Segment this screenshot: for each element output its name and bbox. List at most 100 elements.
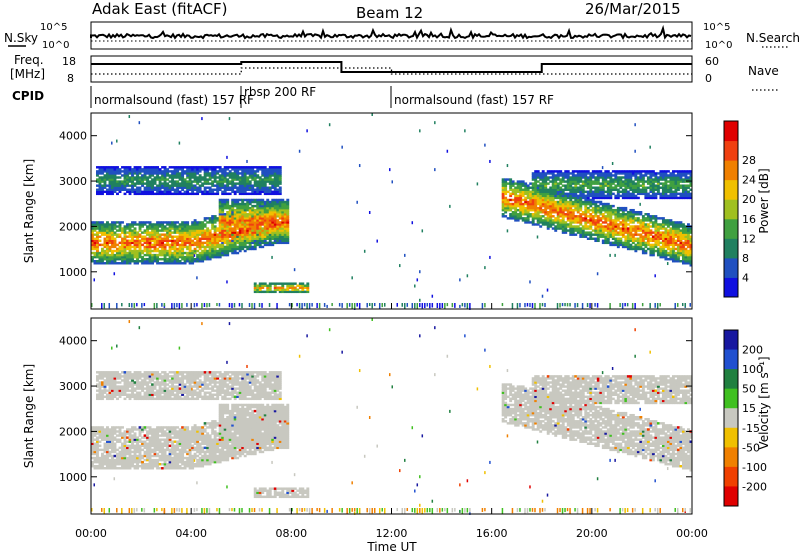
power-cell: [203, 223, 207, 226]
power-cell: [236, 182, 240, 185]
power-cell: [243, 235, 247, 238]
power-cell: [534, 170, 538, 173]
power-cell: [226, 231, 230, 234]
power-cell: [183, 186, 187, 189]
power-cell: [101, 251, 104, 255]
power-cell: [273, 188, 277, 191]
power-cell: [243, 237, 247, 240]
power-cell: [201, 223, 205, 226]
power-cell: [226, 211, 230, 214]
power-cell: [133, 229, 137, 232]
power-cell: [106, 225, 109, 228]
power-cell: [173, 176, 177, 179]
power-cell: [561, 198, 565, 202]
power-cell: [231, 202, 235, 206]
power-cell: [253, 284, 257, 287]
power-cell: [166, 243, 170, 247]
power-cell: [263, 225, 267, 228]
power-cell: [273, 180, 277, 183]
power-cell: [201, 166, 205, 169]
power-cell: [183, 241, 187, 245]
power-cell: [221, 231, 225, 234]
power-cell: [248, 225, 252, 228]
power-cell: [106, 233, 109, 236]
power-cell: [266, 237, 270, 240]
power-cell: [223, 215, 227, 218]
power-cell: [514, 202, 518, 206]
power-cell: [233, 211, 237, 214]
power-cell: [544, 213, 548, 216]
power-cell: [536, 211, 540, 214]
power-cell: [163, 184, 167, 187]
power-cell: [534, 211, 538, 214]
power-cell: [236, 213, 240, 216]
power-cell: [406, 303, 409, 307]
power-cell: [546, 204, 550, 208]
power-cell: [619, 237, 623, 240]
power-cell: [248, 208, 252, 212]
power-cell: [208, 303, 211, 307]
power-cell: [481, 303, 484, 309]
power-cell: [273, 204, 277, 208]
power-cell: [243, 202, 247, 206]
power-cell: [216, 170, 220, 173]
power-cell: [196, 182, 200, 185]
power-cell: [266, 198, 270, 202]
power-cell: [138, 225, 142, 228]
power-cell: [216, 255, 220, 259]
power-cell: [549, 198, 553, 202]
power-cell: [166, 227, 170, 230]
power-cell: [106, 260, 109, 263]
power-cell: [266, 186, 270, 189]
power-cell: [266, 204, 270, 208]
power-cell: [283, 288, 287, 292]
power-cell: [609, 172, 613, 175]
power-cell: [133, 223, 137, 226]
power-cell: [223, 241, 227, 245]
power-cell: [546, 225, 550, 228]
power-cell: [123, 178, 127, 181]
power-cell: [173, 241, 177, 245]
power-cell: [263, 223, 267, 226]
power-cell: [186, 227, 190, 230]
power-cell: [501, 196, 505, 200]
power-cell: [211, 217, 215, 220]
power-cell: [96, 249, 99, 253]
power-cell: [526, 190, 530, 194]
power-cell: [198, 188, 202, 191]
power-cell: [208, 241, 212, 245]
colorbar-tick: 12: [742, 232, 756, 245]
power-cell: [126, 235, 129, 238]
power-cell: [281, 219, 285, 222]
power-cell: [501, 303, 504, 307]
power-cell: [276, 227, 280, 230]
power-cell: [153, 172, 157, 175]
power-cell: [141, 225, 144, 228]
power-cell: [123, 255, 127, 259]
power-cell: [529, 198, 533, 202]
colorbar-swatch: [724, 277, 738, 298]
power-cell: [208, 172, 212, 175]
power-cell: [218, 170, 222, 173]
power-cell: [218, 237, 222, 240]
power-cell: [501, 204, 505, 208]
power-cell: [664, 219, 668, 222]
power-cell: [228, 211, 232, 214]
power-cell: [153, 180, 157, 183]
power-cell: [148, 245, 152, 249]
power-cell: [113, 233, 117, 236]
power-cell: [236, 239, 240, 243]
power-cell: [96, 170, 99, 173]
power-cell: [196, 231, 200, 234]
power-cell: [236, 202, 240, 206]
power-cell: [253, 188, 257, 191]
power-cell: [98, 231, 102, 234]
power-cell: [178, 262, 182, 265]
power-cell: [181, 235, 185, 238]
power-cell: [551, 170, 555, 173]
power-cell: [176, 180, 180, 183]
power-cell: [276, 221, 280, 224]
power-cell: [106, 188, 109, 191]
power-cell: [168, 192, 172, 196]
power-cell: [166, 186, 170, 189]
